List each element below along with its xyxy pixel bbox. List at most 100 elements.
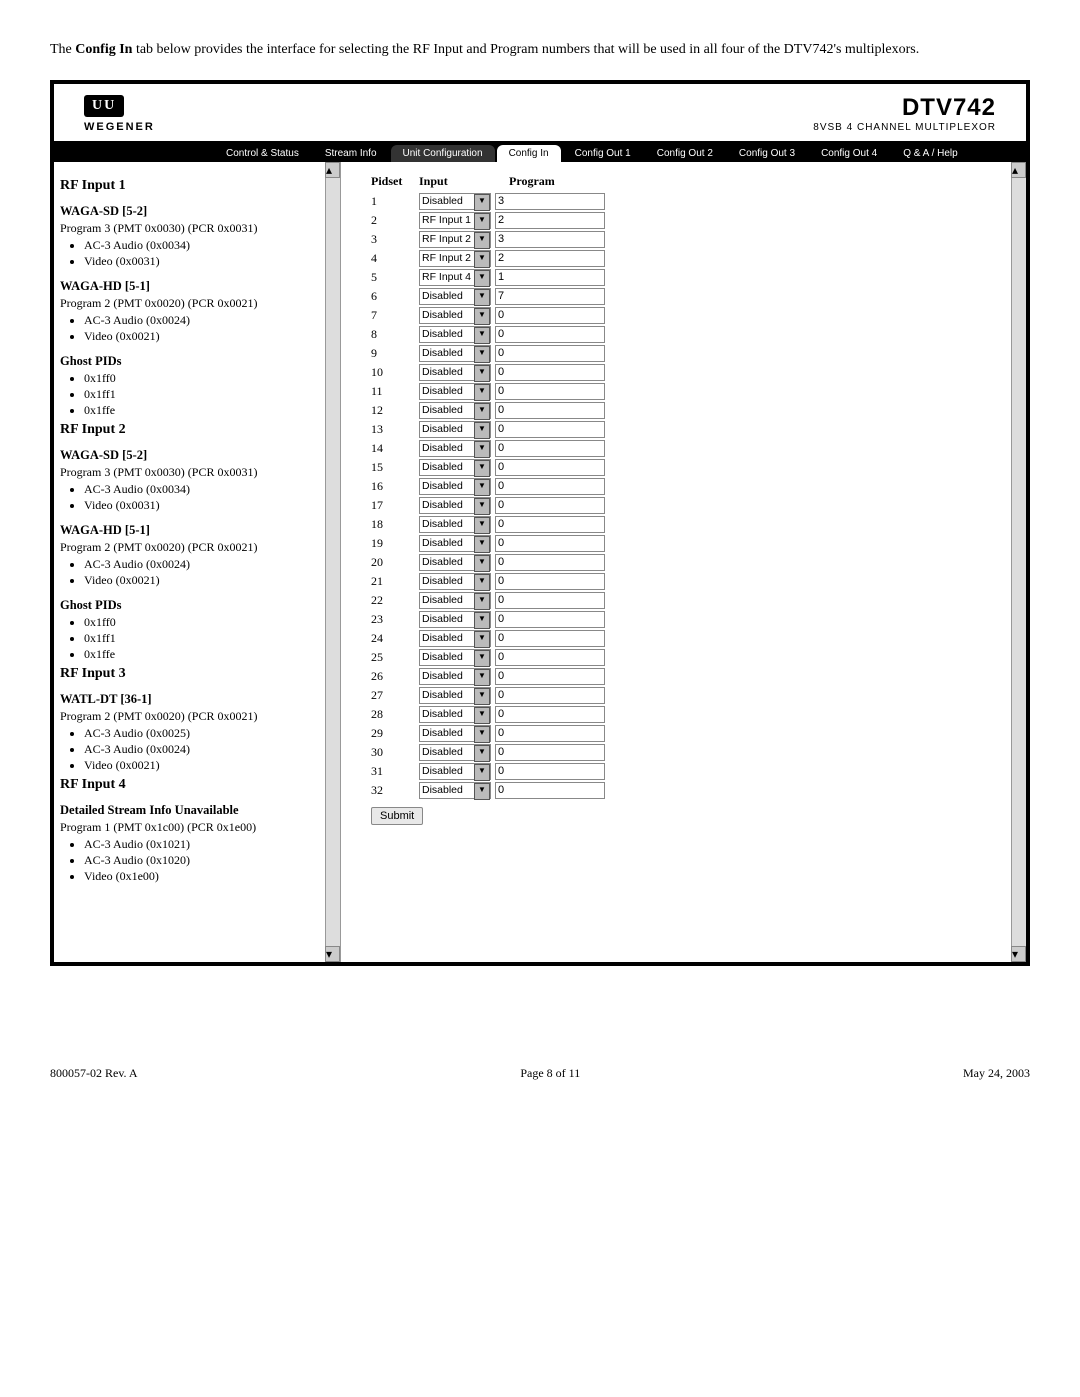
pidset-row: 29▼ xyxy=(371,725,1020,742)
input-select[interactable] xyxy=(419,421,491,438)
input-select[interactable] xyxy=(419,497,491,514)
program-input[interactable] xyxy=(495,630,605,647)
input-select[interactable] xyxy=(419,402,491,419)
station-name: WAGA-HD [5-1] xyxy=(60,523,330,538)
input-select[interactable] xyxy=(419,535,491,552)
program-input[interactable] xyxy=(495,668,605,685)
input-select[interactable] xyxy=(419,687,491,704)
program-input[interactable] xyxy=(495,573,605,590)
program-input[interactable] xyxy=(495,649,605,666)
scroll-up-icon[interactable]: ▴ xyxy=(1011,162,1026,178)
input-select[interactable] xyxy=(419,326,491,343)
input-select[interactable] xyxy=(419,383,491,400)
stream-item: AC-3 Audio (0x1021) xyxy=(84,837,330,852)
input-select[interactable] xyxy=(419,516,491,533)
scroll-down-icon[interactable]: ▾ xyxy=(325,946,340,962)
pidset-number: 24 xyxy=(371,631,419,646)
tab-config-out-3[interactable]: Config Out 3 xyxy=(727,145,807,162)
input-select[interactable] xyxy=(419,725,491,742)
pidset-row: 27▼ xyxy=(371,687,1020,704)
pidset-number: 5 xyxy=(371,270,419,285)
program-input[interactable] xyxy=(495,706,605,723)
logo-icon: UU xyxy=(84,95,124,117)
footer-right: May 24, 2003 xyxy=(963,1066,1030,1081)
program-input[interactable] xyxy=(495,763,605,780)
pidset-row: 4▼ xyxy=(371,250,1020,267)
program-input[interactable] xyxy=(495,307,605,324)
input-select[interactable] xyxy=(419,782,491,799)
input-select[interactable] xyxy=(419,307,491,324)
program-input[interactable] xyxy=(495,535,605,552)
program-input[interactable] xyxy=(495,687,605,704)
program-input[interactable] xyxy=(495,440,605,457)
input-select[interactable] xyxy=(419,706,491,723)
pidset-row: 30▼ xyxy=(371,744,1020,761)
scroll-up-icon[interactable]: ▴ xyxy=(325,162,340,178)
scroll-down-icon[interactable]: ▾ xyxy=(1011,946,1026,962)
program-input[interactable] xyxy=(495,326,605,343)
program-input[interactable] xyxy=(495,459,605,476)
input-select[interactable] xyxy=(419,288,491,305)
scrollbar-track-right[interactable]: ▴ ▾ xyxy=(1011,162,1026,962)
input-select[interactable] xyxy=(419,649,491,666)
program-input[interactable] xyxy=(495,364,605,381)
submit-button[interactable]: Submit xyxy=(371,807,423,825)
pidset-row: 9▼ xyxy=(371,345,1020,362)
input-select[interactable] xyxy=(419,459,491,476)
input-select[interactable] xyxy=(419,573,491,590)
scrollbar-track[interactable]: ▴ ▾ xyxy=(325,162,340,962)
program-input[interactable] xyxy=(495,193,605,210)
program-input[interactable] xyxy=(495,744,605,761)
program-input[interactable] xyxy=(495,611,605,628)
pidset-row: 24▼ xyxy=(371,630,1020,647)
pidset-row: 8▼ xyxy=(371,326,1020,343)
tab-config-out-1[interactable]: Config Out 1 xyxy=(563,145,643,162)
input-select[interactable] xyxy=(419,630,491,647)
tab-unit-configuration[interactable]: Unit Configuration xyxy=(391,145,495,162)
program-input[interactable] xyxy=(495,516,605,533)
program-input[interactable] xyxy=(495,231,605,248)
program-input[interactable] xyxy=(495,269,605,286)
program-input[interactable] xyxy=(495,288,605,305)
tab-config-in[interactable]: Config In xyxy=(497,145,561,162)
pidset-row: 26▼ xyxy=(371,668,1020,685)
input-select[interactable] xyxy=(419,440,491,457)
tab-control-status[interactable]: Control & Status xyxy=(214,145,311,162)
tab-stream-info[interactable]: Stream Info xyxy=(313,145,389,162)
pidset-number: 21 xyxy=(371,574,419,589)
program-input[interactable] xyxy=(495,402,605,419)
input-select[interactable] xyxy=(419,763,491,780)
input-select[interactable] xyxy=(419,231,491,248)
station-name: Detailed Stream Info Unavailable xyxy=(60,803,330,818)
tab-config-out-2[interactable]: Config Out 2 xyxy=(645,145,725,162)
input-select[interactable] xyxy=(419,478,491,495)
pidset-number: 28 xyxy=(371,707,419,722)
input-select[interactable] xyxy=(419,668,491,685)
input-select[interactable] xyxy=(419,592,491,609)
pidset-number: 9 xyxy=(371,346,419,361)
program-input[interactable] xyxy=(495,478,605,495)
input-select[interactable] xyxy=(419,744,491,761)
input-select[interactable] xyxy=(419,212,491,229)
program-input[interactable] xyxy=(495,421,605,438)
program-input[interactable] xyxy=(495,250,605,267)
tab-q-a-help[interactable]: Q & A / Help xyxy=(891,145,969,162)
program-input[interactable] xyxy=(495,383,605,400)
program-input[interactable] xyxy=(495,592,605,609)
input-select[interactable] xyxy=(419,269,491,286)
rf-input-heading: RF Input 2 xyxy=(60,422,330,438)
program-input[interactable] xyxy=(495,212,605,229)
program-input[interactable] xyxy=(495,782,605,799)
program-input[interactable] xyxy=(495,554,605,571)
tab-config-out-4[interactable]: Config Out 4 xyxy=(809,145,889,162)
input-select[interactable] xyxy=(419,250,491,267)
ghost-pid-item: 0x1ff1 xyxy=(84,631,330,646)
input-select[interactable] xyxy=(419,193,491,210)
input-select[interactable] xyxy=(419,611,491,628)
input-select[interactable] xyxy=(419,364,491,381)
program-input[interactable] xyxy=(495,345,605,362)
program-input[interactable] xyxy=(495,725,605,742)
program-input[interactable] xyxy=(495,497,605,514)
input-select[interactable] xyxy=(419,345,491,362)
input-select[interactable] xyxy=(419,554,491,571)
